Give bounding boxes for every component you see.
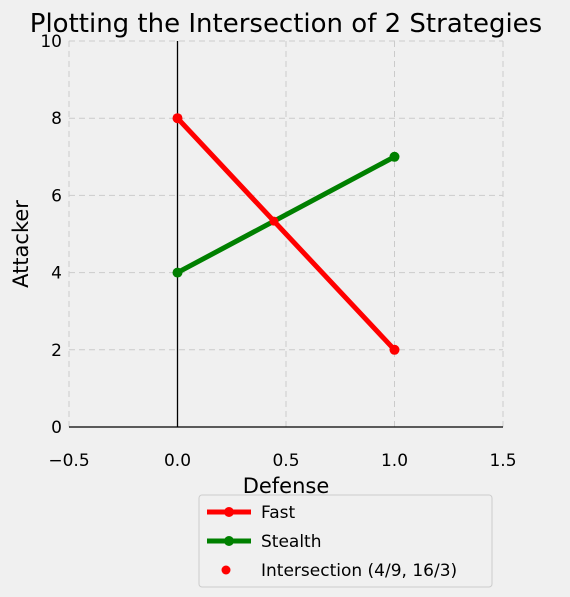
series-stealth: [172, 151, 400, 278]
data-point: [172, 113, 183, 124]
legend-swatch-marker: [221, 565, 231, 575]
series-line-fast: [175, 116, 397, 352]
x-tick-label: 0.5: [272, 451, 299, 471]
legend-box: [198, 494, 493, 588]
y-axis-ticks: 0 2 4 6 8 10: [40, 32, 62, 438]
legend-label: Stealth: [261, 532, 322, 552]
legend-label: Fast: [261, 503, 295, 523]
series-fast: [172, 113, 400, 355]
y-tick-label: 4: [51, 264, 62, 284]
y-axis-title: Attacker: [9, 200, 33, 288]
intersection-point: [269, 216, 279, 226]
data-point: [172, 267, 183, 278]
y-tick-label: 8: [51, 109, 62, 129]
legend-swatch-marker: [224, 507, 234, 517]
x-tick-label: 0.0: [164, 451, 191, 471]
series-line-stealth: [176, 154, 396, 275]
data-point: [389, 151, 400, 162]
x-tick-label: 1.0: [381, 451, 408, 471]
legend-item-fast: Fast: [207, 503, 295, 523]
data-point: [389, 344, 400, 355]
legend: Fast Stealth Intersection (4/9, 16/3): [198, 494, 493, 588]
y-tick-label: 10: [40, 32, 62, 52]
y-tick-label: 2: [51, 341, 62, 361]
reference-lines: [69, 41, 503, 428]
legend-item-stealth: Stealth: [207, 532, 322, 552]
chart-title: Plotting the Intersection of 2 Strategie…: [30, 9, 542, 39]
x-tick-label: −0.5: [48, 451, 89, 471]
x-axis-title: Defense: [243, 474, 330, 498]
legend-item-intersection: Intersection (4/9, 16/3): [221, 561, 457, 581]
legend-swatch-marker: [224, 536, 234, 546]
legend-label: Intersection (4/9, 16/3): [261, 561, 457, 581]
series-layer: [172, 113, 400, 355]
y-tick-label: 0: [51, 418, 62, 438]
x-tick-label: 1.5: [489, 451, 516, 471]
x-axis-ticks: −0.5 0.0 0.5 1.0 1.5: [48, 451, 516, 471]
y-tick-label: 6: [51, 186, 62, 206]
